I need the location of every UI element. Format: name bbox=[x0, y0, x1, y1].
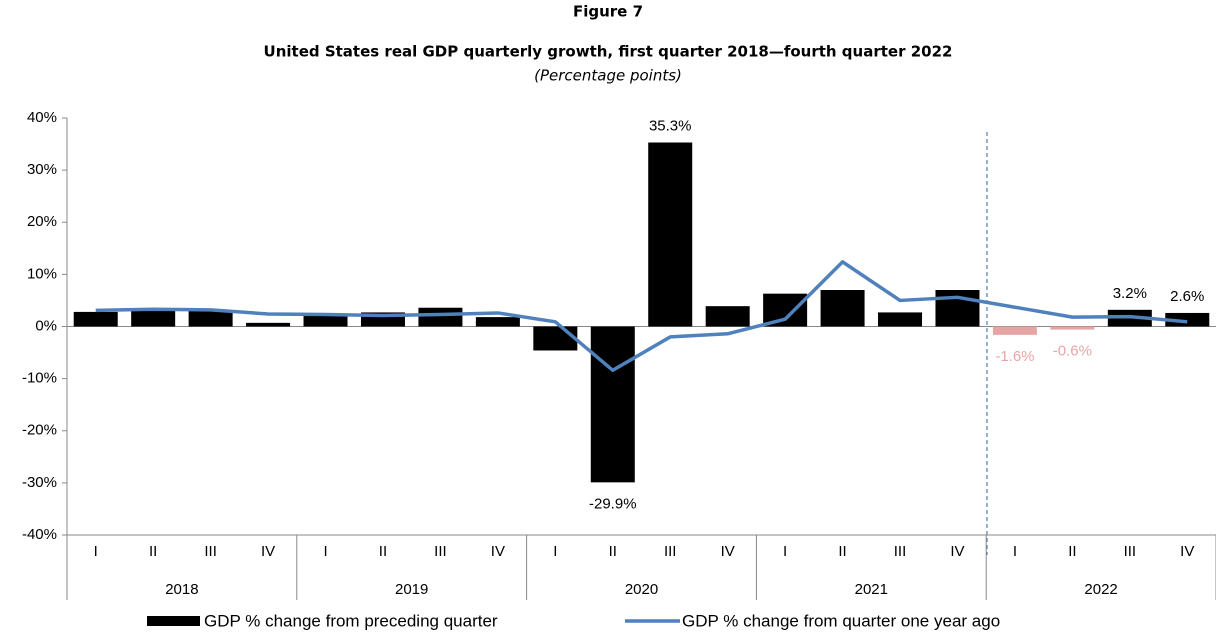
x-tick-label: I bbox=[323, 543, 327, 560]
y-tick-label: -30% bbox=[22, 474, 57, 491]
line-series bbox=[95, 260, 1188, 373]
bar bbox=[73, 311, 118, 327]
bar bbox=[418, 307, 463, 327]
data-label: 35.3% bbox=[649, 117, 692, 134]
y-tick-label: -10% bbox=[22, 370, 57, 387]
y-tick-label: -20% bbox=[22, 422, 57, 439]
x-tick-label: IV bbox=[721, 543, 735, 560]
bar bbox=[1050, 326, 1095, 330]
y-tick-label: 0% bbox=[35, 317, 57, 334]
x-tick-label: III bbox=[1124, 543, 1137, 560]
bar bbox=[820, 290, 865, 327]
chart-subtitle: United States real GDP quarterly growth,… bbox=[264, 43, 953, 61]
bar bbox=[475, 317, 520, 327]
x-tick-label: IV bbox=[950, 543, 964, 560]
x-tick-label: III bbox=[894, 543, 907, 560]
group-label: 2021 bbox=[855, 581, 888, 598]
x-tick-label: III bbox=[664, 543, 677, 560]
bar bbox=[188, 310, 233, 327]
y-tick-label: -40% bbox=[22, 526, 57, 543]
data-label: -29.9% bbox=[589, 495, 637, 512]
unit-note: (Percentage points) bbox=[534, 67, 682, 85]
x-tick-label: I bbox=[783, 543, 787, 560]
data-label: -0.6% bbox=[1053, 343, 1092, 360]
x-tick-label: III bbox=[434, 543, 447, 560]
y-tick-label: 40% bbox=[27, 109, 57, 126]
x-tick-label: II bbox=[1068, 543, 1076, 560]
bar bbox=[648, 142, 693, 327]
bar bbox=[878, 312, 923, 327]
chart-title: Figure 7 bbox=[573, 3, 643, 21]
group-label: 2019 bbox=[395, 581, 428, 598]
bar bbox=[935, 290, 980, 327]
y-tick-label: 30% bbox=[27, 161, 57, 178]
x-tick-label: II bbox=[379, 543, 387, 560]
data-label: 2.6% bbox=[1170, 288, 1204, 305]
bar bbox=[131, 310, 176, 327]
bar bbox=[705, 306, 750, 327]
legend-swatch bbox=[147, 616, 200, 626]
group-label: 2022 bbox=[1084, 581, 1117, 598]
x-tick-label: IV bbox=[1180, 543, 1194, 560]
x-tick-label: IV bbox=[491, 543, 505, 560]
data-label: -1.6% bbox=[995, 348, 1034, 365]
bar bbox=[763, 293, 808, 327]
group-label: 2020 bbox=[625, 581, 658, 598]
x-tick-label: I bbox=[553, 543, 557, 560]
x-tick-label: III bbox=[204, 543, 217, 560]
x-tick-label: I bbox=[1013, 543, 1017, 560]
x-tick-label: II bbox=[838, 543, 846, 560]
y-tick-label: 10% bbox=[27, 265, 57, 282]
x-tick-label: II bbox=[149, 543, 157, 560]
data-label: 3.2% bbox=[1113, 285, 1147, 302]
bar bbox=[590, 326, 635, 483]
x-tick-label: IV bbox=[261, 543, 275, 560]
y-tick-label: 20% bbox=[27, 213, 57, 230]
bar bbox=[992, 326, 1037, 335]
bar bbox=[246, 322, 291, 327]
x-tick-label: I bbox=[94, 543, 98, 560]
legend-label: GDP % change from quarter one year ago bbox=[682, 611, 1000, 630]
legend-label: GDP % change from preceding quarter bbox=[204, 611, 498, 630]
group-label: 2018 bbox=[165, 581, 198, 598]
bar bbox=[303, 315, 348, 327]
bar bbox=[1165, 312, 1210, 327]
x-tick-label: II bbox=[609, 543, 617, 560]
bar bbox=[533, 326, 578, 351]
